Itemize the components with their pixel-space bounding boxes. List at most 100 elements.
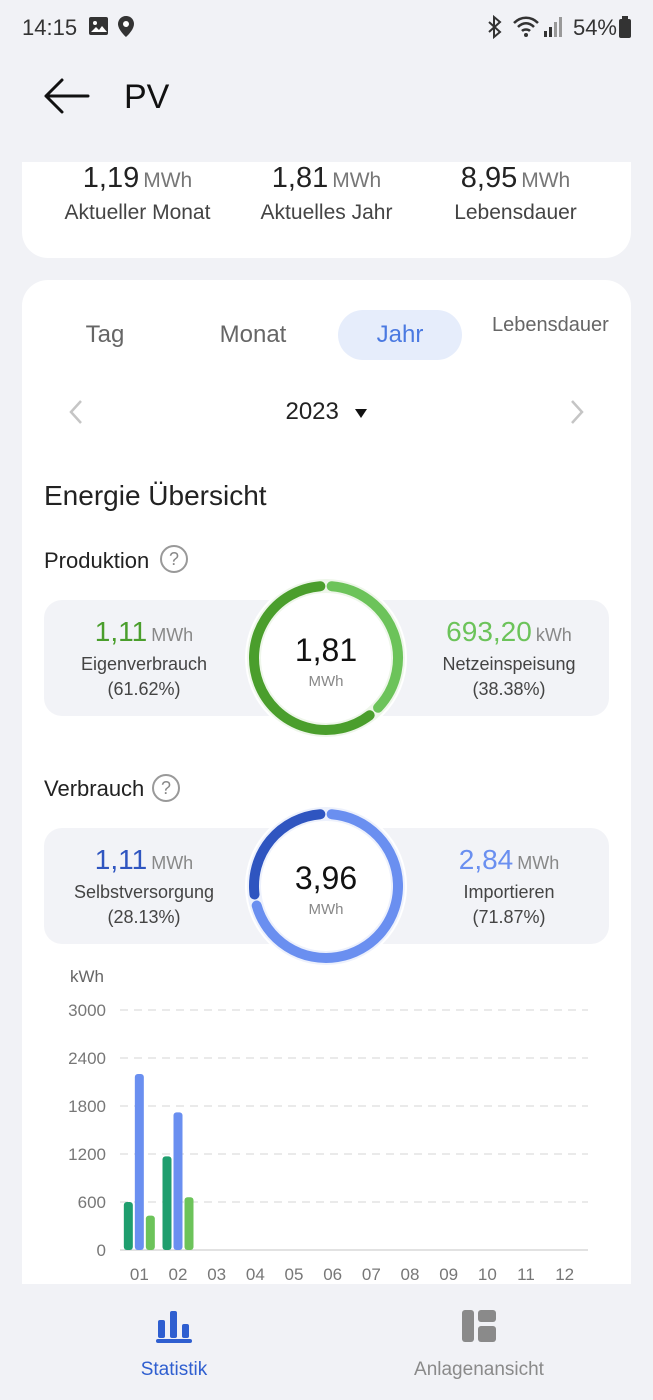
import-label: Importieren — [463, 882, 555, 902]
y-tick-label: 600 — [78, 1193, 106, 1212]
x-tick-label: 01 — [130, 1265, 149, 1284]
bar — [134, 1074, 144, 1250]
production-title: Produktion — [44, 548, 150, 573]
consumption-title: Verbrauch — [44, 776, 145, 801]
wifi-icon — [513, 16, 539, 37]
import-arc — [251, 809, 403, 963]
self-sufficiency-label: Selbstversorgung — [73, 882, 215, 902]
grid-feed-in-value: 693,20 — [446, 616, 532, 647]
x-tick-label: 08 — [401, 1265, 420, 1284]
self-consumption-pct: (61.62%) — [107, 679, 181, 699]
self-sufficiency-unit: MWh — [151, 853, 194, 873]
x-tick-label: 07 — [362, 1265, 381, 1284]
stat-unit: MWh — [521, 169, 571, 192]
back-arrow-icon[interactable] — [40, 74, 92, 118]
grid-feed-in-label: Netzeinspeisung — [442, 654, 576, 674]
tab-lifetime[interactable]: Lebensdauer — [492, 314, 609, 336]
self-consumption-unit: MWh — [151, 625, 194, 645]
bar — [123, 1202, 133, 1250]
bar — [145, 1215, 155, 1250]
production-total-unit: MWh — [308, 673, 344, 690]
stat-unit: MWh — [332, 169, 382, 192]
y-tick-label: 3000 — [68, 1001, 106, 1020]
signal-icon — [544, 17, 562, 37]
stat-current-month: 1,19 MWh Aktueller Monat — [36, 162, 239, 225]
x-tick-label: 11 — [517, 1265, 535, 1284]
self-consumption-label: Eigenverbrauch — [80, 654, 208, 674]
x-tick-label: 02 — [169, 1265, 188, 1284]
tab-year[interactable]: Jahr — [338, 310, 462, 360]
self-sufficiency-block: 1,11 MWh Selbstversorgung (28.13%) — [44, 844, 244, 928]
statistics-card: Tag Monat Jahr Lebensdauer 2023 Energie … — [22, 280, 631, 1284]
summary-card: 1,19 MWh Aktueller Monat 1,81 MWh Aktuelle… — [22, 162, 631, 258]
nav-plant-view-label: Anlagenansicht — [414, 1359, 544, 1380]
import-pct: (71.87%) — [472, 907, 546, 927]
chevron-right-icon[interactable] — [567, 398, 587, 426]
nav-statistics-label: Statistik — [140, 1359, 208, 1380]
location-icon — [118, 16, 134, 37]
tab-day[interactable]: Tag — [85, 321, 125, 348]
y-tick-label: 1200 — [68, 1145, 106, 1164]
production-donut — [245, 577, 407, 739]
period-navigator: 2023 — [22, 392, 631, 432]
self-sufficiency-value: 1,11 — [94, 844, 148, 875]
self-sufficiency-pct: (28.13%) — [107, 907, 181, 927]
battery-icon — [619, 16, 631, 38]
monthly-energy-chart: kWh 0 600 1200 1800 2400 3000 01 02 03 04 05 06 07 08 0… — [22, 960, 631, 1284]
consumption-total-unit: MWh — [308, 901, 344, 918]
x-tick-label: 09 — [439, 1265, 458, 1284]
gallery-icon — [89, 17, 108, 35]
consumption-total-value: 3,96 — [294, 860, 358, 896]
x-tick-label: 06 — [323, 1265, 342, 1284]
bar-chart-icon — [156, 1311, 192, 1343]
bottom-navigation: Statistik Anlagenansicht — [0, 1284, 653, 1400]
x-tick-label: 05 — [285, 1265, 304, 1284]
chevron-left-icon[interactable] — [66, 398, 86, 426]
bar-chart: kWh 0 600 1200 1800 2400 3000 01 02 03 04 05 06 07 08 0… — [68, 967, 588, 1284]
self-consumption-arc — [249, 581, 375, 735]
help-icon[interactable]: ? — [160, 545, 188, 573]
production-total: 1,81 MWh — [244, 576, 408, 690]
tab-month[interactable]: Monat — [219, 321, 287, 348]
stat-label: Aktueller Monat — [64, 201, 211, 224]
stat-unit: MWh — [143, 169, 193, 192]
status-time: 14:15 — [22, 15, 78, 40]
self-consumption-value: 1,11 — [94, 616, 148, 647]
stat-value: 1,81 — [271, 162, 329, 194]
import-block: 2,84 MWh Importieren (71.87%) — [409, 844, 609, 928]
x-tick-label: 12 — [555, 1265, 574, 1284]
import-value: 2,84 — [458, 844, 514, 875]
stat-label: Aktuelles Jahr — [260, 201, 393, 224]
bluetooth-icon — [488, 15, 502, 39]
consumption-ring: 3,96 MWh — [244, 804, 408, 968]
y-tick-label: 1800 — [68, 1097, 106, 1116]
bar — [162, 1156, 172, 1250]
nav-plant-view[interactable]: Anlagenansicht — [404, 1308, 554, 1381]
grid-feed-in-arc — [326, 581, 403, 713]
stat-lifetime: 8,95 MWh Lebensdauer — [414, 162, 617, 225]
battery-percentage: 54% — [572, 15, 617, 40]
x-tick-label: 10 — [478, 1265, 497, 1284]
production-ring: 1,81 MWh — [244, 576, 408, 740]
consumption-total: 3,96 MWh — [244, 804, 408, 918]
consumption-donut — [245, 805, 407, 967]
stat-value: 8,95 — [460, 162, 518, 194]
stat-current-year: 1,81 MWh Aktuelles Jahr — [225, 162, 428, 225]
app-header: PV — [0, 56, 653, 140]
plant-view-icon — [462, 1310, 496, 1342]
year-selector[interactable]: 2023 — [22, 398, 631, 426]
y-tick-label: 0 — [97, 1241, 106, 1260]
import-unit: MWh — [517, 853, 560, 873]
dropdown-triangle-icon — [354, 409, 367, 418]
stat-label: Lebensdauer — [454, 201, 577, 224]
bar — [184, 1197, 194, 1250]
nav-statistics[interactable]: Statistik — [118, 1308, 230, 1381]
production-total-value: 1,81 — [294, 632, 358, 668]
page-title: PV — [124, 78, 170, 116]
y-axis-unit: kWh — [70, 967, 104, 986]
bar — [173, 1112, 183, 1250]
self-sufficiency-arc — [249, 809, 326, 900]
help-icon[interactable]: ? — [152, 774, 180, 802]
year-label: 2023 — [285, 398, 339, 425]
overview-title: Energie Übersicht — [44, 480, 267, 511]
